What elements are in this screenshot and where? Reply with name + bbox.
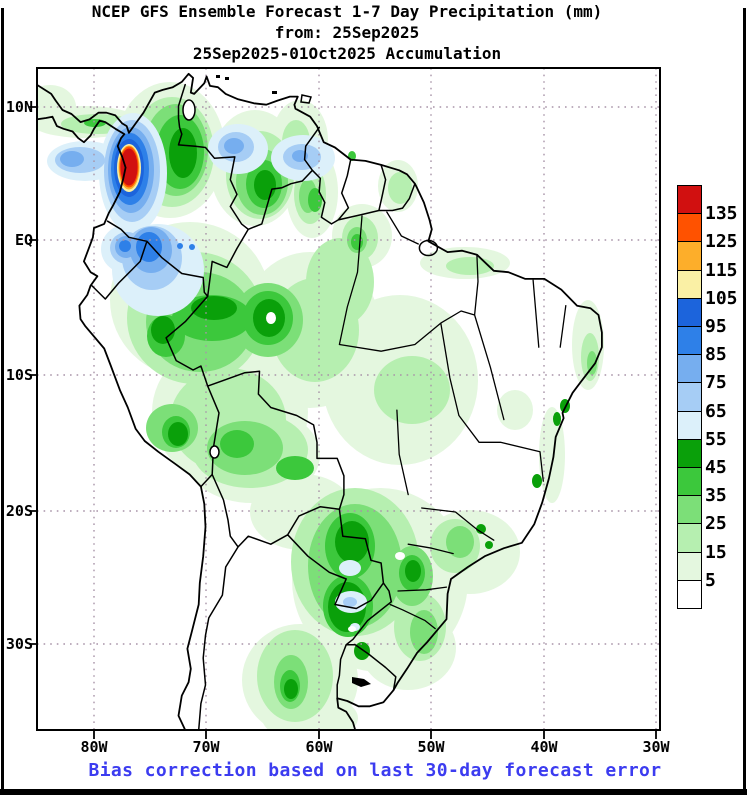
x-axis-label: 60W — [305, 738, 333, 756]
legend-value: 95 — [705, 316, 727, 337]
legend-swatch — [677, 354, 702, 384]
left-border-line — [1, 8, 4, 791]
legend-swatch — [677, 382, 702, 413]
init-date-subtitle: from: 25Sep2025 — [274, 23, 420, 42]
x-axis-label: 70W — [192, 738, 220, 756]
latlon-gridlines — [37, 68, 660, 730]
y-axis-label: 10N — [5, 98, 33, 116]
legend-value: 75 — [705, 372, 727, 394]
legend-swatch — [677, 523, 702, 554]
bottom-border-bar — [0, 789, 747, 795]
marajo-island — [418, 239, 439, 257]
curacao-island-dot — [216, 75, 220, 78]
x-axis-label: 50W — [417, 738, 445, 756]
x-axis-label: 80W — [80, 738, 108, 756]
legend-swatch — [677, 269, 702, 300]
axis-ticks — [29, 106, 657, 739]
lakes-and-islands — [182, 75, 439, 687]
legend-swatch — [677, 410, 702, 441]
title-block: NCEP GFS Ensemble Forecast 1-7 Day Preci… — [30, 1, 664, 64]
legend-value: 85 — [705, 344, 727, 366]
y-axis-label: 10S — [5, 366, 33, 384]
legend-swatch — [677, 551, 702, 582]
legend-swatch — [677, 326, 702, 356]
uruguay-reservoir — [352, 677, 371, 687]
legend-value: 35 — [705, 485, 727, 507]
y-axis-label: 30S — [5, 635, 33, 653]
trinidad-island — [300, 94, 312, 104]
y-axis-label: EQ — [14, 231, 33, 249]
legend-swatch — [677, 213, 702, 243]
legend-swatch — [677, 579, 702, 610]
margarita-island-dot — [272, 91, 277, 94]
legend-value: 25 — [705, 513, 727, 535]
legend-swatch — [677, 297, 702, 328]
state-borders — [338, 211, 567, 630]
legend-value: 15 — [705, 541, 727, 563]
legend-value: 55 — [705, 428, 727, 450]
page-title: NCEP GFS Ensemble Forecast 1-7 Day Preci… — [91, 2, 603, 21]
legend-swatch — [677, 185, 702, 215]
caption: Bias correction based on last 30-day for… — [88, 760, 662, 781]
legend-swatch — [677, 438, 702, 469]
legend-swatch — [677, 495, 702, 525]
legend-value: 105 — [705, 287, 738, 309]
coastline — [37, 72, 603, 730]
y-axis-label: 20S — [5, 502, 33, 520]
precip-field — [37, 82, 604, 730]
legend-value: 45 — [705, 457, 727, 478]
legend-value: 5 — [705, 569, 716, 591]
legend-value: 65 — [705, 400, 727, 422]
x-axis-label: 30W — [642, 738, 670, 756]
legend-swatch — [677, 241, 702, 272]
legend-value: 115 — [705, 259, 738, 281]
x-axis-label: 40W — [530, 738, 558, 756]
right-border-line — [743, 8, 746, 791]
lake-titicaca — [209, 445, 220, 459]
legend-value: 135 — [705, 203, 738, 225]
legend-value: 125 — [705, 231, 738, 253]
lake-maracaibo — [182, 99, 196, 121]
legend-swatch — [677, 467, 702, 497]
accumulation-subtitle: 25Sep2025-01Oct2025 Accumulation — [192, 44, 502, 63]
country-borders — [91, 83, 416, 730]
map-frame — [36, 67, 661, 731]
bonaire-island-dot — [225, 77, 229, 80]
